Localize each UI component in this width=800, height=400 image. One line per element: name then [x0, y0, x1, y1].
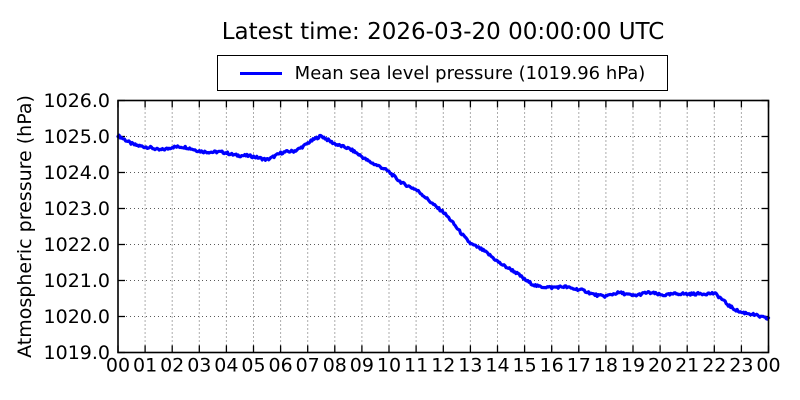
svg-text:01: 01 [133, 355, 157, 377]
svg-text:19: 19 [621, 355, 645, 377]
svg-text:12: 12 [431, 355, 455, 377]
svg-text:11: 11 [404, 355, 428, 377]
svg-text:1020.0: 1020.0 [44, 306, 110, 328]
axes-border [117, 99, 770, 354]
pressure-series-line [116, 133, 771, 321]
svg-text:1019.0: 1019.0 [44, 342, 110, 364]
svg-text:1021.0: 1021.0 [44, 270, 110, 292]
svg-text:23: 23 [729, 355, 753, 377]
svg-text:1022.0: 1022.0 [44, 234, 110, 256]
svg-text:1025.0: 1025.0 [44, 126, 110, 148]
svg-text:1023.0: 1023.0 [44, 198, 110, 220]
svg-text:07: 07 [296, 355, 320, 377]
svg-text:17: 17 [567, 355, 591, 377]
svg-text:10: 10 [377, 355, 401, 377]
svg-text:03: 03 [187, 355, 211, 377]
chart-legend: Mean sea level pressure (1019.96 hPa) [217, 55, 668, 91]
svg-text:09: 09 [350, 355, 374, 377]
svg-text:22: 22 [702, 355, 726, 377]
y-axis-title: Atmospheric pressure (hPa) [14, 95, 36, 358]
svg-text:08: 08 [323, 355, 347, 377]
chart-title: Latest time: 2026-03-20 00:00:00 UTC [221, 19, 665, 45]
svg-text:16: 16 [540, 355, 564, 377]
svg-text:00: 00 [106, 355, 130, 377]
svg-text:1024.0: 1024.0 [44, 162, 110, 184]
x-tick-labels: 00 01 02 03 04 05 06 07 08 09 10 11 12 13 14 15 16 17 18 19… [106, 355, 781, 377]
grid [118, 100, 769, 353]
svg-text:18: 18 [594, 355, 618, 377]
svg-text:20: 20 [648, 355, 672, 377]
legend-label: Mean sea level pressure (1019.96 hPa) [294, 62, 646, 84]
svg-text:05: 05 [241, 355, 265, 377]
svg-text:06: 06 [269, 355, 293, 377]
y-tick-labels: 1019.0 1020.0 1021.0 1022.0 1023.0 1024.0 1025… [44, 90, 110, 364]
svg-text:00: 00 [756, 355, 780, 377]
tick-marks [117, 99, 770, 354]
svg-text:15: 15 [513, 355, 537, 377]
svg-text:1026.0: 1026.0 [44, 90, 110, 112]
svg-text:04: 04 [214, 355, 238, 377]
svg-text:02: 02 [160, 355, 184, 377]
svg-text:21: 21 [675, 355, 699, 377]
svg-text:14: 14 [485, 355, 509, 377]
legend-line-sample [239, 71, 282, 75]
svg-text:13: 13 [458, 355, 482, 377]
